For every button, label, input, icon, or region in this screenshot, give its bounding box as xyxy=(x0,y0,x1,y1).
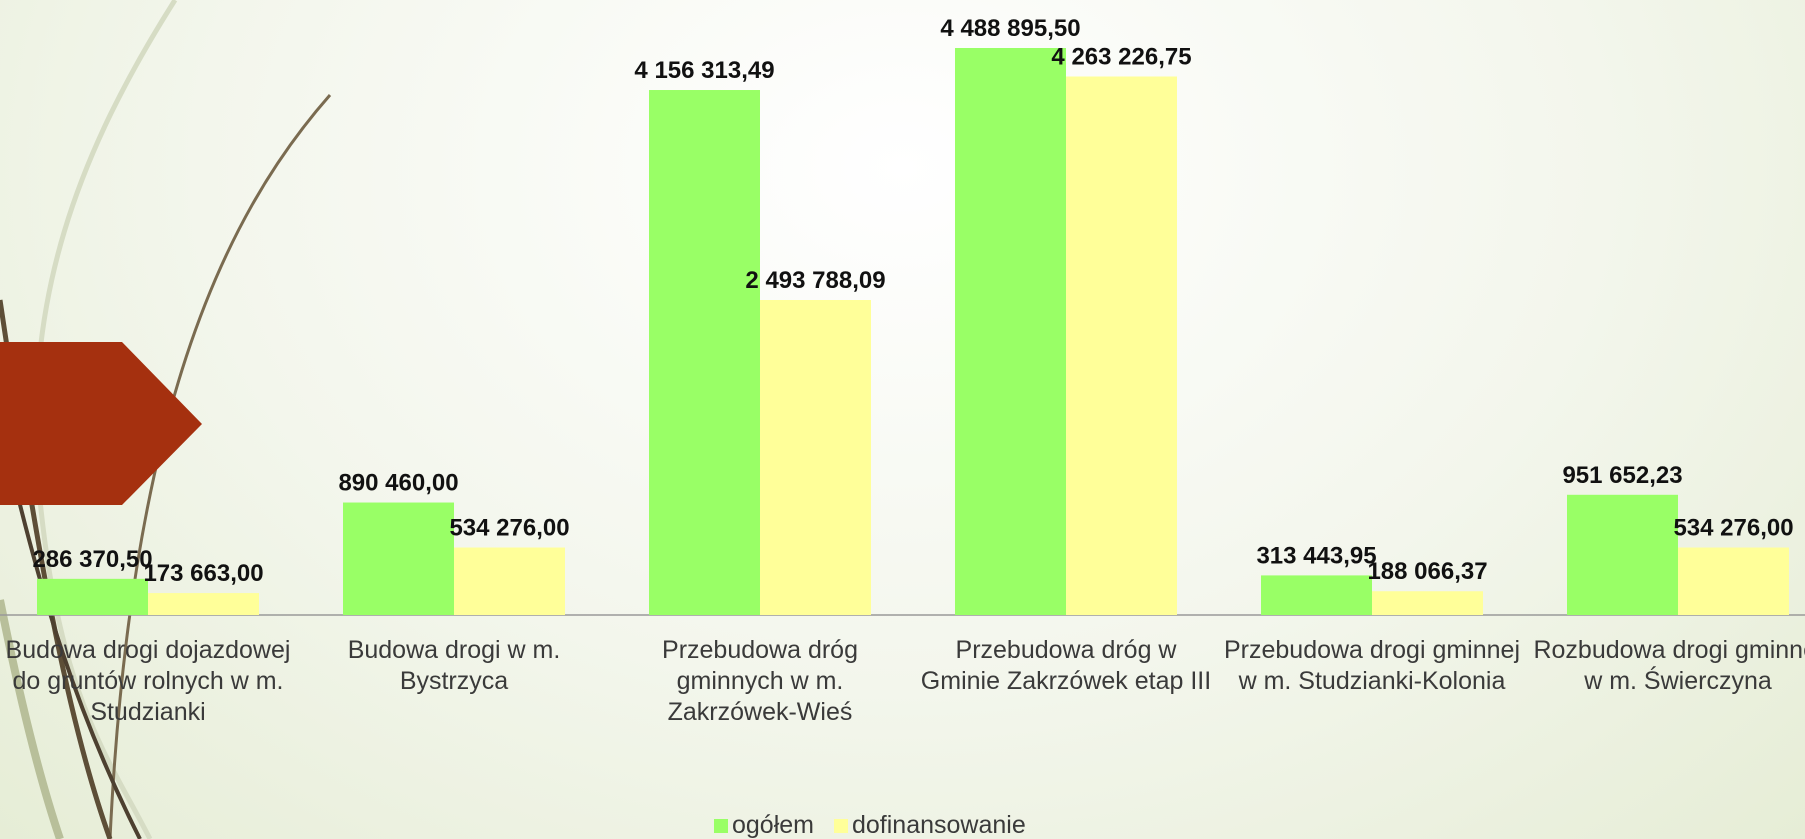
data-label: 4 488 895,50 xyxy=(940,15,1080,42)
data-label: 534 276,00 xyxy=(449,515,569,542)
bar xyxy=(1372,591,1483,615)
bar xyxy=(1066,76,1177,616)
bar xyxy=(1261,575,1372,615)
data-label: 951 652,23 xyxy=(1562,462,1682,489)
data-label: 313 443,95 xyxy=(1256,542,1376,569)
bar xyxy=(955,48,1066,615)
bar xyxy=(454,547,565,615)
data-label: 4 263 226,75 xyxy=(1051,44,1191,71)
x-tick-label: Przebudowa dróg gminnych w m. Zakrzówek-… xyxy=(662,636,858,726)
data-label: 4 156 313,49 xyxy=(634,57,774,84)
x-tick-label: Rozbudowa drogi gminnej w m. Świerczyna xyxy=(1533,636,1805,695)
decoration-arrow xyxy=(0,342,202,505)
legend-item: ogółem xyxy=(714,811,814,839)
x-tick-label: Przebudowa dróg w Gminie Zakrzówek etap … xyxy=(920,636,1212,695)
legend-swatch xyxy=(714,818,728,833)
legend-label: dofinansowanie xyxy=(852,811,1026,839)
data-label: 286 370,50 xyxy=(32,546,152,573)
legend-swatch xyxy=(834,818,848,833)
legend-label: ogółem xyxy=(732,811,814,839)
data-label: 534 276,00 xyxy=(1673,515,1793,542)
data-label: 173 663,00 xyxy=(143,560,263,587)
bar xyxy=(37,578,148,615)
bar xyxy=(1567,494,1678,615)
x-tick-label: Przebudowa drogi gminnej w m. Studzianki… xyxy=(1223,636,1520,695)
bar xyxy=(1678,547,1789,615)
data-label: 890 460,00 xyxy=(338,470,458,497)
bar xyxy=(148,593,259,615)
legend-item: dofinansowanie xyxy=(834,811,1026,839)
data-label: 188 066,37 xyxy=(1367,558,1487,585)
x-tick-label: Budowa drogi w m. Bystrzyca xyxy=(347,636,561,695)
bar xyxy=(649,90,760,616)
x-tick-label: Budowa drogi dojazdowej do gruntów rolny… xyxy=(5,636,291,726)
bar xyxy=(343,502,454,615)
data-label: 2 493 788,09 xyxy=(745,267,885,294)
bar xyxy=(760,300,871,615)
